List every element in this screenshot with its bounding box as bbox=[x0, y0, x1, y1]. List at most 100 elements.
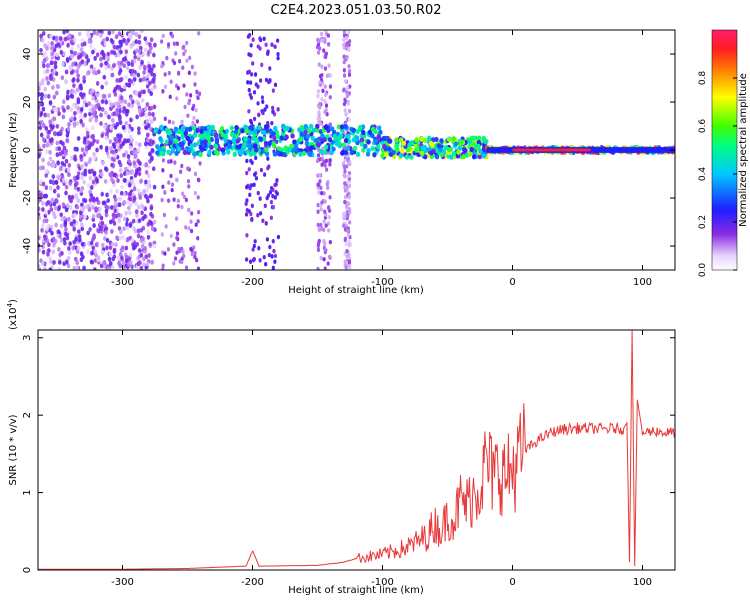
heatmap-cell bbox=[193, 71, 197, 76]
heatmap-cell bbox=[94, 242, 99, 248]
heatmap-cell bbox=[254, 82, 258, 87]
heatmap-cell bbox=[376, 125, 382, 131]
heatmap-cell bbox=[339, 124, 345, 130]
heatmap-cell bbox=[145, 261, 150, 267]
heatmap-cell bbox=[162, 212, 167, 218]
heatmap-cell bbox=[323, 99, 327, 104]
heatmap-cell bbox=[248, 151, 253, 157]
heatmap-cell bbox=[398, 152, 404, 159]
y-tick-label: 0 bbox=[22, 147, 33, 153]
heatmap-cell bbox=[54, 37, 59, 43]
heatmap-cell bbox=[99, 121, 103, 126]
heatmap-cell bbox=[44, 210, 49, 216]
heatmap-cell bbox=[317, 241, 321, 246]
heatmap-cell bbox=[320, 38, 324, 43]
heatmap-cell bbox=[79, 188, 84, 193]
heatmap-cell bbox=[43, 236, 48, 242]
heatmap-cell bbox=[174, 51, 178, 56]
heatmap-cell bbox=[434, 154, 440, 160]
spectrogram-y-axis-label: Frequency (Hz) bbox=[8, 112, 19, 188]
heatmap-cell bbox=[79, 107, 84, 112]
heatmap-cell bbox=[271, 193, 275, 199]
heatmap-cell bbox=[104, 55, 109, 61]
heatmap-cell bbox=[190, 211, 194, 216]
heatmap-cell bbox=[86, 183, 91, 188]
heatmap-cell bbox=[183, 104, 187, 110]
heatmap-cell bbox=[106, 198, 110, 204]
heatmap-cell bbox=[76, 198, 81, 204]
heatmap-cell bbox=[40, 119, 44, 125]
heatmap-cell bbox=[117, 137, 122, 143]
heatmap-cell bbox=[342, 165, 347, 170]
y-tick-label: 20 bbox=[22, 96, 33, 109]
heatmap-cell bbox=[117, 260, 121, 266]
heatmap-cell bbox=[84, 162, 88, 167]
heatmap-cell bbox=[101, 260, 106, 266]
heatmap-cell bbox=[319, 255, 323, 261]
heatmap-cell bbox=[43, 93, 48, 99]
heatmap-cell bbox=[112, 50, 117, 56]
heatmap-cell bbox=[130, 62, 135, 68]
heatmap-cell bbox=[320, 64, 324, 69]
heatmap-cell bbox=[428, 140, 434, 146]
heatmap-cell bbox=[262, 36, 266, 42]
heatmap-cell bbox=[342, 54, 346, 59]
heatmap-cell bbox=[167, 70, 171, 76]
heatmap-cell bbox=[113, 124, 118, 130]
heatmap-cell bbox=[215, 150, 220, 156]
heatmap-cell bbox=[92, 30, 97, 36]
heatmap-cell bbox=[72, 116, 77, 122]
heatmap-cell bbox=[59, 49, 64, 55]
heatmap-cell bbox=[307, 151, 312, 157]
heatmap-cell bbox=[55, 52, 59, 58]
heatmap-cell bbox=[87, 145, 91, 151]
heatmap-cell bbox=[141, 236, 145, 242]
heatmap-cell bbox=[175, 231, 180, 236]
heatmap-cell bbox=[367, 129, 373, 135]
heatmap-cell bbox=[182, 44, 186, 50]
heatmap-cell bbox=[323, 199, 327, 204]
heatmap-cell bbox=[132, 182, 136, 188]
heatmap-cell bbox=[176, 146, 182, 152]
heatmap-cell bbox=[328, 162, 332, 167]
heatmap-cell bbox=[70, 194, 75, 200]
heatmap-cell bbox=[343, 57, 347, 63]
heatmap-cell bbox=[134, 209, 139, 215]
heatmap-cell bbox=[135, 168, 139, 173]
heatmap-cell bbox=[144, 170, 149, 175]
heatmap-cell bbox=[326, 221, 331, 226]
heatmap-cell bbox=[381, 135, 387, 142]
heatmap-cell bbox=[419, 150, 424, 156]
heatmap-cell bbox=[134, 39, 139, 45]
heatmap-cell bbox=[76, 136, 81, 141]
heatmap-cell bbox=[349, 150, 355, 156]
heatmap-cell bbox=[280, 123, 286, 129]
heatmap-cell bbox=[346, 180, 350, 185]
heatmap-cell bbox=[324, 30, 328, 34]
heatmap-cell bbox=[328, 195, 332, 200]
heatmap-cell bbox=[317, 39, 321, 44]
heatmap-cell bbox=[104, 208, 109, 214]
heatmap-cell bbox=[264, 42, 268, 47]
heatmap-cell bbox=[51, 174, 56, 179]
heatmap-cell bbox=[328, 158, 332, 163]
heatmap-cell bbox=[86, 230, 90, 236]
heatmap-cell bbox=[68, 181, 73, 186]
heatmap-cell bbox=[317, 190, 321, 195]
heatmap-cell bbox=[139, 252, 144, 258]
heatmap-cell bbox=[318, 74, 323, 79]
heatmap-cell bbox=[166, 247, 171, 252]
heatmap-cell bbox=[111, 30, 115, 35]
heatmap-cell bbox=[252, 116, 257, 122]
heatmap-cell bbox=[52, 94, 57, 100]
heatmap-cell bbox=[46, 200, 51, 205]
heatmap-cell bbox=[70, 54, 74, 59]
heatmap-cell bbox=[50, 60, 54, 66]
heatmap-cell bbox=[143, 214, 147, 219]
heatmap-cell bbox=[52, 35, 56, 41]
heatmap-cell bbox=[125, 124, 129, 130]
heatmap-cell bbox=[63, 220, 68, 226]
heatmap-cell bbox=[68, 250, 72, 255]
heatmap-cell bbox=[38, 102, 42, 107]
heatmap-cell bbox=[115, 107, 119, 113]
